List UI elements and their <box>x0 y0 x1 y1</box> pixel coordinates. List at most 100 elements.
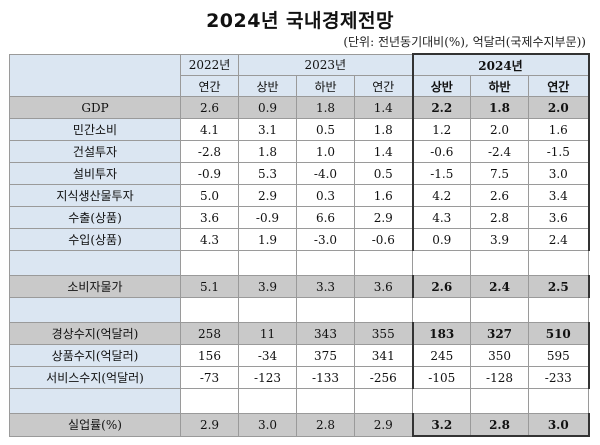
header-corner <box>9 53 181 97</box>
cell: -256 <box>353 366 414 389</box>
cell: -2.8 <box>180 140 239 163</box>
row-label: 경상수지(억달러) <box>9 322 181 345</box>
cell: -73 <box>180 366 239 389</box>
cell: 3.6 <box>353 275 414 298</box>
row-label: 수출(상품) <box>9 206 181 229</box>
cell: 7.5 <box>470 162 530 185</box>
cell: 375 <box>296 344 355 367</box>
cell: 3.0 <box>238 413 297 437</box>
cell: 5.1 <box>180 275 239 298</box>
spacer-row <box>9 250 590 276</box>
cell: 1.8 <box>238 140 297 163</box>
cell: 1.8 <box>296 96 355 119</box>
sub-header: 연간 <box>353 75 414 97</box>
cell: 4.3 <box>411 206 472 229</box>
cell: 3.6 <box>180 206 239 229</box>
unit-note: (단위: 전년동기대비(%), 억달러(국제수지부문)) <box>343 35 586 49</box>
header-2023: 2023년 <box>237 53 414 76</box>
cell: 3.6 <box>528 206 590 229</box>
cell: 1.8 <box>353 118 414 141</box>
cell: 2.5 <box>528 275 590 298</box>
row-label: 서비스수지(억달러) <box>9 366 181 389</box>
cell: 3.1 <box>238 118 297 141</box>
cell: 5.3 <box>238 162 297 185</box>
cell: -123 <box>238 366 297 389</box>
cell: 2.4 <box>470 275 530 298</box>
cell: 2.9 <box>180 413 239 437</box>
cell: 1.0 <box>296 140 355 163</box>
cell: -105 <box>411 366 472 389</box>
sub-header: 상반 <box>411 75 472 97</box>
cell: 2.8 <box>296 413 355 437</box>
cell: 1.2 <box>411 118 472 141</box>
sub-header: 하반 <box>296 75 355 97</box>
header-2022: 2022년 <box>180 53 239 76</box>
table-row: 경상수지(억달러) 258 11 343 355 183 327 510 <box>9 322 590 345</box>
table-row: 설비투자 -0.9 5.3 -4.0 0.5 -1.5 7.5 3.0 <box>9 162 590 185</box>
cell: 183 <box>411 322 472 345</box>
cell: 2.8 <box>470 206 530 229</box>
cell: 1.4 <box>353 96 414 119</box>
cell: 3.3 <box>296 275 355 298</box>
cell: -128 <box>470 366 530 389</box>
cell: 1.9 <box>238 228 297 251</box>
cell: 11 <box>238 322 297 345</box>
table-row: 수출(상품) 3.6 -0.9 6.6 2.9 4.3 2.8 3.6 <box>9 206 590 229</box>
row-label: 민간소비 <box>9 118 181 141</box>
cell: -1.5 <box>528 140 590 163</box>
cell: 0.9 <box>238 96 297 119</box>
table-row: 민간소비 4.1 3.1 0.5 1.8 1.2 2.0 1.6 <box>9 118 590 141</box>
cell: 2.4 <box>528 228 590 251</box>
cell: 2.6 <box>180 96 239 119</box>
cell: -2.4 <box>470 140 530 163</box>
cell: 510 <box>528 322 590 345</box>
row-label: 상품수지(억달러) <box>9 344 181 367</box>
cell: 6.6 <box>296 206 355 229</box>
cell: -0.6 <box>411 140 472 163</box>
page-title: 2024년 국내경제전망 <box>206 10 394 32</box>
cell: 5.0 <box>180 184 239 207</box>
cell: 0.9 <box>411 228 472 251</box>
cell: 156 <box>180 344 239 367</box>
table-row: GDP 2.6 0.9 1.8 1.4 2.2 1.8 2.0 <box>9 96 590 119</box>
cell: -0.6 <box>353 228 414 251</box>
cell: 4.1 <box>180 118 239 141</box>
cell: 355 <box>353 322 414 345</box>
table-row: 서비스수지(억달러) -73 -123 -133 -256 -105 -128 … <box>9 366 590 389</box>
cell: 2.6 <box>470 184 530 207</box>
cell: 3.4 <box>528 184 590 207</box>
cell: 341 <box>353 344 414 367</box>
table-row: 건설투자 -2.8 1.8 1.0 1.4 -0.6 -2.4 -1.5 <box>9 140 590 163</box>
cell: -233 <box>528 366 590 389</box>
cell: 2.8 <box>470 413 530 437</box>
table-row: 상품수지(억달러) 156 -34 375 341 245 350 595 <box>9 344 590 367</box>
cell: -4.0 <box>296 162 355 185</box>
cell: 2.0 <box>470 118 530 141</box>
cell: -3.0 <box>296 228 355 251</box>
sub-header: 연간 <box>528 75 590 97</box>
row-label: 건설투자 <box>9 140 181 163</box>
cell: 0.3 <box>296 184 355 207</box>
cell: 4.2 <box>411 184 472 207</box>
cell: -34 <box>238 344 297 367</box>
header-2024: 2024년 <box>411 53 590 76</box>
row-label: 수입(상품) <box>9 228 181 251</box>
table-row: 소비자물가 5.1 3.9 3.3 3.6 2.6 2.4 2.5 <box>9 275 590 298</box>
row-label: 실업률(%) <box>9 413 181 437</box>
cell: 258 <box>180 322 239 345</box>
cell: 2.0 <box>528 96 590 119</box>
row-label: 설비투자 <box>9 162 181 185</box>
cell: 595 <box>528 344 590 367</box>
cell: 1.6 <box>353 184 414 207</box>
row-label: 지식생산물투자 <box>9 184 181 207</box>
cell: 2.9 <box>353 413 414 437</box>
spacer-row <box>9 297 590 323</box>
cell: 1.8 <box>470 96 530 119</box>
cell: 2.9 <box>353 206 414 229</box>
cell: 327 <box>470 322 530 345</box>
sub-header: 하반 <box>470 75 530 97</box>
cell: 0.5 <box>353 162 414 185</box>
cell: 245 <box>411 344 472 367</box>
cell: 2.6 <box>411 275 472 298</box>
cell: 343 <box>296 322 355 345</box>
